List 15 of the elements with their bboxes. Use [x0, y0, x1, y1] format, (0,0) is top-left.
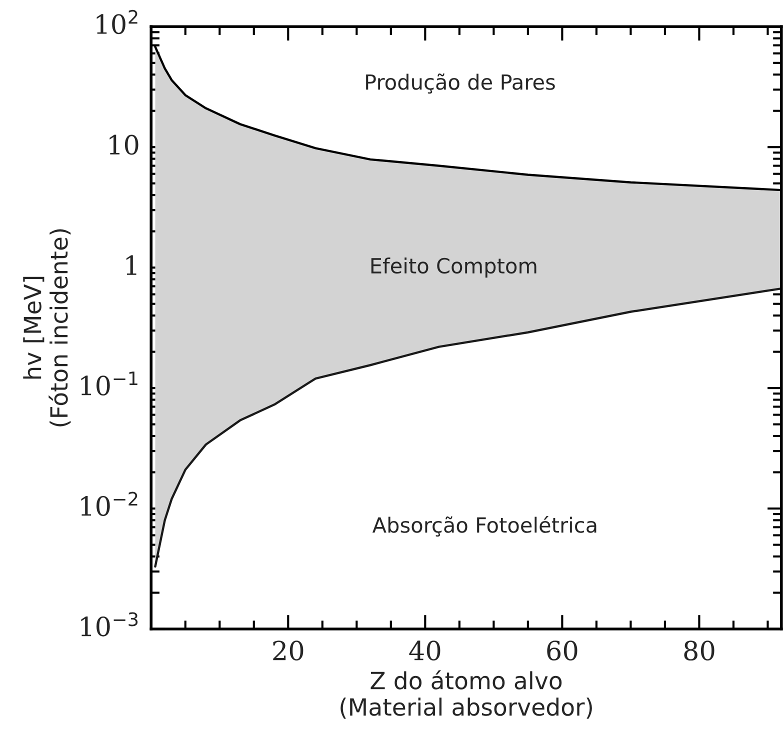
y-tick-label: 10$^{−3}$ — [81, 612, 138, 636]
annotation: Efeito Comptom — [371, 258, 536, 278]
annotation: Absorção Fotoelétrica — [372, 516, 596, 537]
y-tick-label: 10$^{2}$ — [96, 10, 138, 34]
y-tick-label: 1 — [126, 255, 136, 275]
annotation: Produção de Pares — [366, 73, 555, 94]
y-tick-label: 10$^{−2}$ — [81, 492, 138, 516]
x-tick-label: 40 — [409, 640, 440, 661]
x-tick-label: 20 — [273, 640, 304, 661]
y-tick-label: 10 — [110, 134, 138, 155]
x-tick-label: 80 — [684, 640, 714, 661]
x-tick-label: 60 — [547, 640, 578, 661]
x-axis-title: Z do átomo alvo (Material absorvedor) — [340, 670, 592, 719]
y-tick-label: 10$^{−1}$ — [81, 372, 138, 396]
y-axis-title: hv [MeV] (Fóton incidente) — [23, 229, 71, 426]
